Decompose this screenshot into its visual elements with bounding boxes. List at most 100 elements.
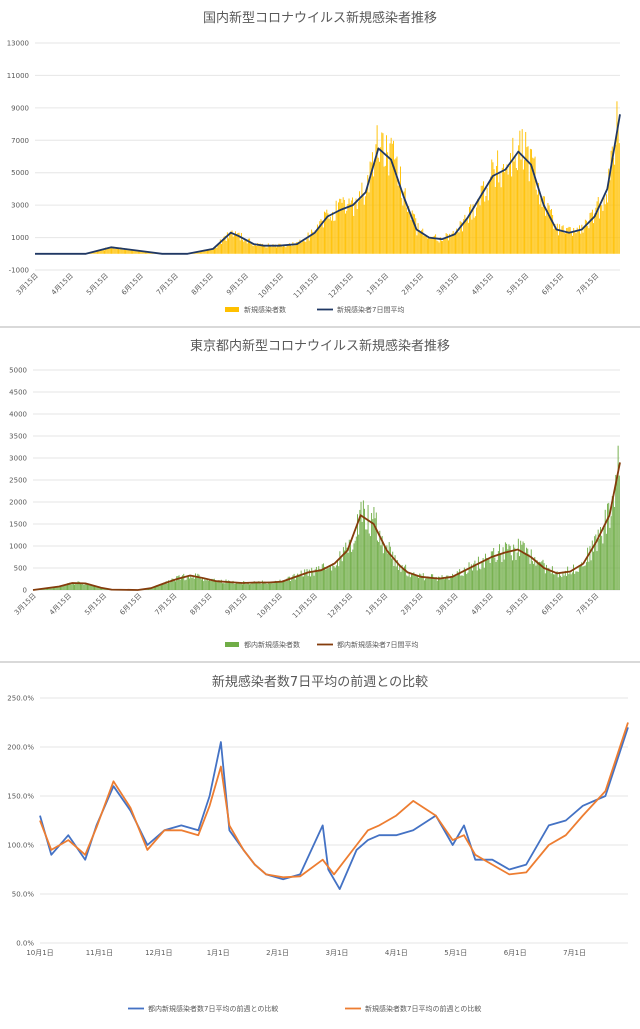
bar [577,571,578,590]
bar [600,202,601,253]
chart-title: 東京都内新型コロナウイルス新規感染者推移 [190,338,450,354]
bar [361,183,362,254]
bar [169,583,170,590]
bar [351,552,352,590]
x-tick-label: 6月1日 [504,949,527,957]
bar [315,230,316,253]
bar [381,545,382,590]
bar [285,581,286,590]
bar [619,143,620,254]
bar [466,220,467,253]
bar [619,476,620,590]
bar [604,197,605,254]
bar [277,246,278,254]
x-tick-label: 12月1日 [145,949,172,957]
bar [255,583,256,590]
bar [476,207,477,253]
bar [274,583,275,590]
bar [466,574,467,590]
bar [609,180,610,254]
bar [506,544,507,590]
bar [430,237,431,254]
bar [518,539,519,590]
bar [401,198,402,254]
bar [227,583,228,590]
bar [202,578,203,590]
bar [535,157,536,254]
bar [491,159,492,253]
y-tick-label: -1000 [9,267,29,275]
bar [548,568,549,590]
bar [423,573,424,590]
bar [585,565,586,590]
bar [191,578,192,590]
bar [285,247,286,254]
bar [332,212,333,254]
bar [486,558,487,590]
bar [370,536,371,590]
bar [495,187,496,254]
bar [534,557,535,590]
bar [391,138,392,254]
bar [335,221,336,254]
bar [188,577,189,590]
bar [231,583,232,590]
bar [497,560,498,590]
bar [480,569,481,590]
bar [446,233,447,254]
bar [452,234,453,254]
bar [323,227,324,253]
y-tick-label: 11000 [7,72,29,80]
bar [406,208,407,254]
bar [301,571,302,590]
bar [613,498,614,590]
bar [303,576,304,590]
y-tick-label: 1000 [11,234,29,242]
bar [184,580,185,590]
ratio-chart: 新規感染者数7日平均の前週との比較0.0%50.0%100.0%150.0%20… [0,663,640,1025]
bar [378,158,379,254]
bar [60,587,61,590]
bar [290,581,291,590]
bar [261,584,262,590]
x-tick-label: 6月15日 [540,592,565,617]
bar [353,216,354,254]
bar [454,235,455,253]
bar [505,542,506,590]
bar [328,568,329,590]
bar [606,194,607,254]
bar [496,562,497,590]
bar [611,516,612,590]
bar [240,583,241,590]
bar [295,244,296,253]
bar [580,234,581,254]
x-tick-label: 7月15日 [575,272,600,297]
bar [308,233,309,254]
bar [291,579,292,590]
bar [437,581,438,590]
bar [378,542,379,590]
x-tick-label: 12月15日 [327,272,355,300]
legend-label: 都内新規感染者7日間平均 [337,640,418,649]
bar [317,572,318,590]
bar [201,579,202,590]
x-tick-label: 3月1日 [326,949,349,957]
bar [322,564,323,590]
bar [359,510,360,590]
bar [601,205,602,254]
bar [382,536,383,590]
bar [385,548,386,590]
bar [422,578,423,590]
bar [379,531,380,590]
bar [584,566,585,590]
bar [119,249,120,253]
bar [590,213,591,254]
bar [599,219,600,254]
y-tick-label: 1500 [9,521,27,529]
bar [189,579,190,590]
bar [550,571,551,590]
bar [263,246,264,253]
bar [364,509,365,590]
x-tick-label: 10月15日 [256,592,284,620]
bar [108,248,109,253]
